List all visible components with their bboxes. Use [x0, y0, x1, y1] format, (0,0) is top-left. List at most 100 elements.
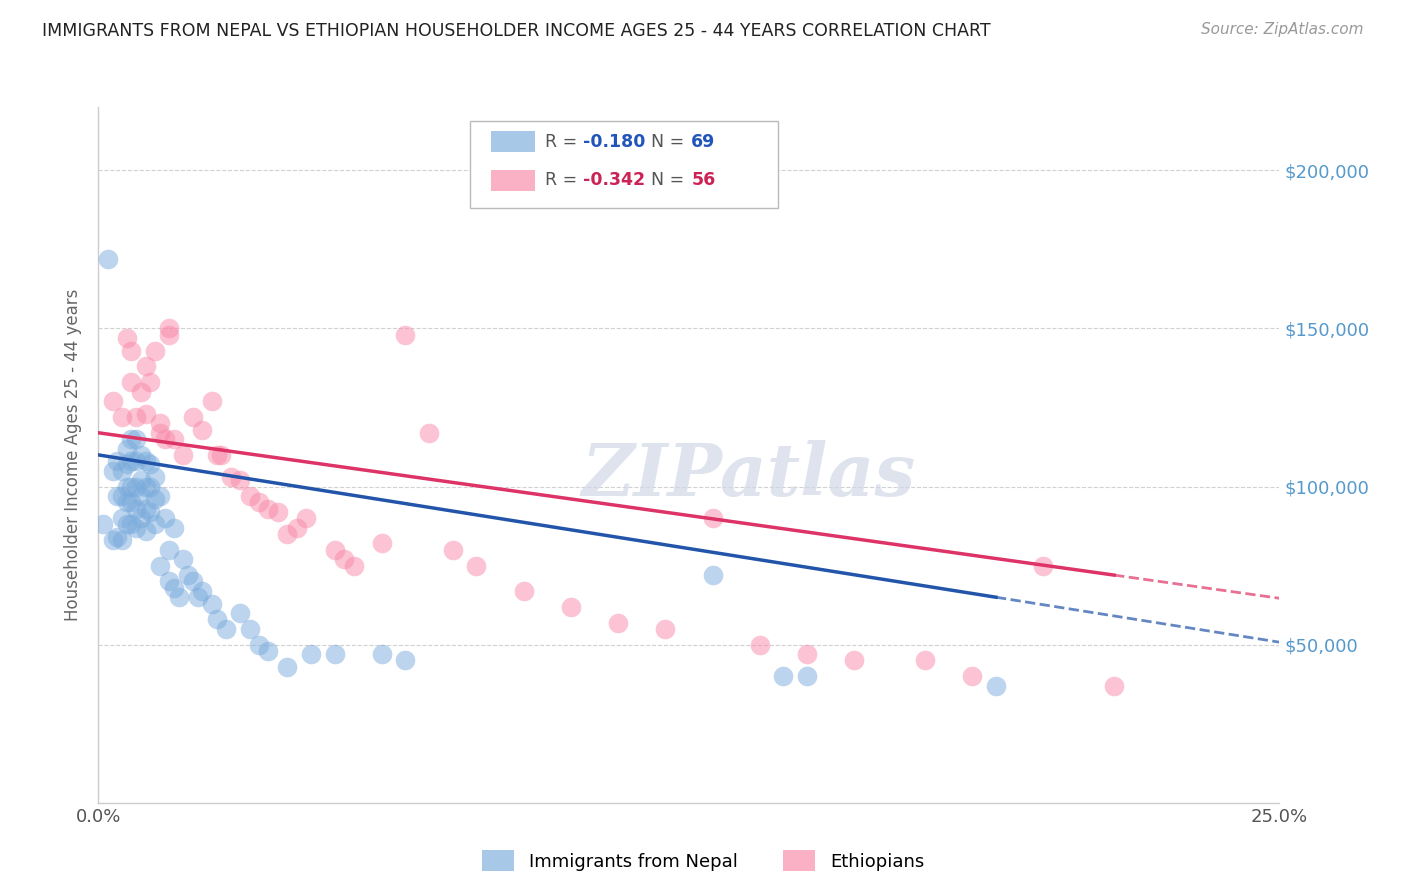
Point: [247, 638, 270, 652]
Point: [115, 331, 138, 345]
Point: [167, 591, 190, 605]
Point: [418, 425, 440, 440]
Point: [129, 448, 152, 462]
Point: [139, 375, 162, 389]
Point: [295, 511, 318, 525]
Point: [702, 568, 724, 582]
Point: [607, 615, 630, 630]
Point: [191, 583, 214, 598]
Point: [121, 343, 143, 358]
Text: N =: N =: [651, 133, 690, 151]
Point: [129, 473, 152, 487]
Point: [441, 542, 464, 557]
Point: [796, 669, 818, 683]
Point: [143, 470, 166, 484]
Point: [748, 638, 770, 652]
Point: [187, 591, 209, 605]
Point: [115, 495, 138, 509]
Point: [135, 524, 157, 538]
Point: [844, 653, 866, 667]
Text: IMMIGRANTS FROM NEPAL VS ETHIOPIAN HOUSEHOLDER INCOME AGES 25 - 44 YEARS CORRELA: IMMIGRANTS FROM NEPAL VS ETHIOPIAN HOUSE…: [42, 22, 991, 40]
Point: [125, 409, 148, 424]
Point: [121, 517, 143, 532]
Point: [191, 423, 214, 437]
Point: [115, 458, 138, 472]
Point: [135, 454, 157, 468]
Point: [121, 495, 143, 509]
Point: [772, 669, 794, 683]
Point: [139, 458, 162, 472]
Point: [111, 464, 134, 478]
Point: [796, 647, 818, 661]
Point: [135, 479, 157, 493]
Point: [149, 425, 172, 440]
Point: [181, 409, 204, 424]
Text: ZIPatlas: ZIPatlas: [581, 441, 915, 511]
Point: [984, 679, 1007, 693]
Y-axis label: Householder Income Ages 25 - 44 years: Householder Income Ages 25 - 44 years: [65, 289, 83, 621]
Point: [267, 505, 290, 519]
Point: [181, 574, 204, 589]
Point: [285, 521, 308, 535]
Point: [91, 517, 114, 532]
Point: [105, 454, 128, 468]
Point: [163, 521, 186, 535]
Point: [111, 489, 134, 503]
Text: N =: N =: [651, 171, 690, 189]
Point: [177, 568, 200, 582]
Point: [115, 442, 138, 456]
Point: [153, 432, 176, 446]
Point: [247, 495, 270, 509]
Point: [560, 599, 582, 614]
FancyBboxPatch shape: [491, 169, 536, 191]
Point: [139, 479, 162, 493]
Point: [172, 448, 194, 462]
Point: [143, 343, 166, 358]
Text: R =: R =: [546, 171, 582, 189]
Point: [101, 394, 124, 409]
Point: [371, 536, 394, 550]
Point: [394, 653, 416, 667]
Point: [333, 552, 356, 566]
Point: [702, 511, 724, 525]
Point: [105, 530, 128, 544]
Point: [163, 432, 186, 446]
Point: [394, 327, 416, 342]
Point: [149, 558, 172, 573]
Point: [914, 653, 936, 667]
Point: [1032, 558, 1054, 573]
Point: [149, 417, 172, 431]
Point: [157, 321, 180, 335]
Point: [323, 542, 346, 557]
Point: [121, 432, 143, 446]
Point: [229, 606, 252, 620]
Point: [101, 533, 124, 548]
Point: [125, 432, 148, 446]
Point: [139, 505, 162, 519]
Point: [135, 359, 157, 374]
Point: [111, 511, 134, 525]
Point: [276, 660, 298, 674]
Point: [129, 511, 152, 525]
Point: [205, 612, 228, 626]
Point: [342, 558, 364, 573]
FancyBboxPatch shape: [471, 121, 778, 208]
Point: [115, 479, 138, 493]
Point: [201, 394, 224, 409]
Text: Source: ZipAtlas.com: Source: ZipAtlas.com: [1201, 22, 1364, 37]
Point: [101, 464, 124, 478]
Point: [299, 647, 322, 661]
Point: [209, 448, 232, 462]
Point: [97, 252, 120, 266]
Text: 69: 69: [692, 133, 716, 151]
Point: [153, 511, 176, 525]
Point: [465, 558, 488, 573]
Point: [135, 407, 157, 421]
Point: [111, 409, 134, 424]
Legend: Immigrants from Nepal, Ethiopians: Immigrants from Nepal, Ethiopians: [475, 843, 931, 879]
Point: [105, 489, 128, 503]
Point: [257, 644, 280, 658]
Point: [157, 574, 180, 589]
Point: [121, 479, 143, 493]
Point: [323, 647, 346, 661]
